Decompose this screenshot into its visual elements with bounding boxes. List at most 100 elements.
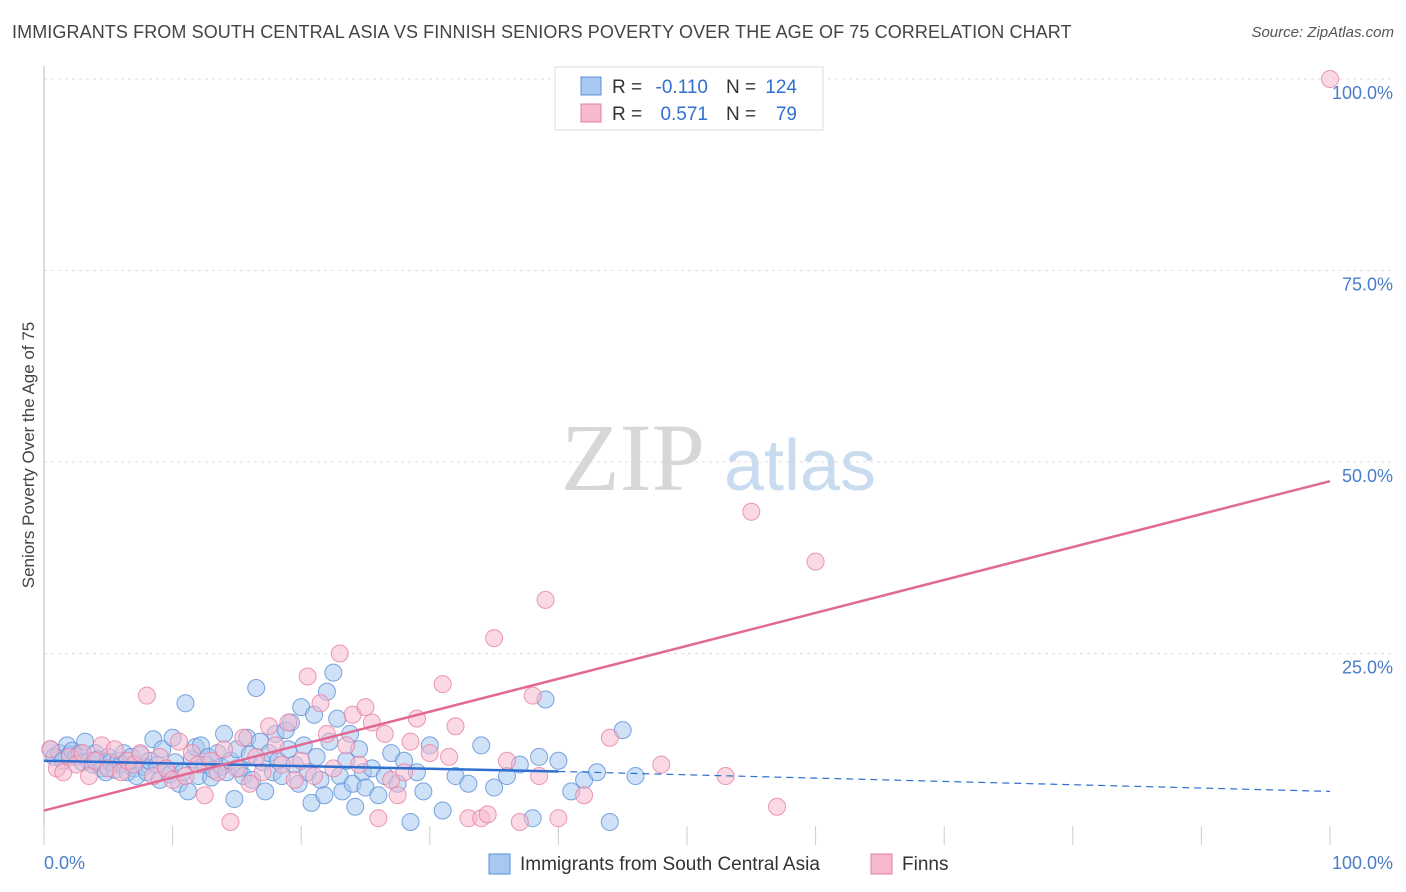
point-finns [401, 732, 420, 751]
correlation-legend: R = -0.110 N = 124 R = 0.571 N = 79 [554, 66, 824, 131]
point-finns [350, 755, 369, 774]
watermark: ZIP atlas [561, 404, 876, 511]
point-finns [41, 740, 60, 759]
y-tick-label: 50.0% [1342, 466, 1393, 486]
legend-blue-r-value: -0.110 [656, 77, 708, 98]
point-immigrants [176, 694, 195, 713]
legend-blue-n-value: 124 [765, 77, 797, 98]
point-finns [285, 770, 304, 789]
axis-layer [43, 66, 1331, 845]
point-finns [768, 797, 787, 816]
point-immigrants [315, 786, 334, 805]
point-finns [485, 629, 504, 648]
source-credit: Source: ZipAtlas.com [1251, 24, 1394, 41]
point-finns [80, 767, 99, 786]
point-finns [311, 694, 330, 713]
point-immigrants [247, 678, 266, 697]
legend-pink-marker [870, 853, 893, 875]
point-finns [279, 713, 298, 732]
point-immigrants [414, 782, 433, 801]
y-tick-label: 25.0% [1342, 658, 1393, 678]
point-finns [305, 767, 324, 786]
point-finns [369, 809, 388, 828]
label-layer: 25.0% 50.0% 75.0% 100.0% 0.0% 100.0% Seniors P… [19, 83, 1393, 873]
point-finns [446, 717, 465, 736]
point-finns [1321, 70, 1339, 88]
point-immigrants [328, 709, 347, 728]
point-finns [440, 747, 459, 766]
point-finns [549, 809, 568, 828]
legend-pink-r-value: 0.571 [660, 104, 708, 125]
point-immigrants [472, 736, 491, 755]
point-immigrants [179, 782, 198, 801]
point-immigrants [346, 797, 365, 816]
legend-pink-label: Finns [902, 854, 948, 875]
point-finns [806, 552, 825, 571]
x-tick-label-max: 100.0% [1332, 853, 1393, 873]
legend-pink-n-label: N = [726, 104, 756, 125]
trend-line-immigrants [43, 759, 559, 773]
point-immigrants [215, 724, 234, 743]
point-finns [105, 740, 124, 759]
y-tick-label: 100.0% [1332, 83, 1393, 103]
watermark-atlas: atlas [724, 426, 876, 506]
point-finns [510, 813, 529, 832]
point-finns [324, 759, 343, 778]
point-immigrants [324, 663, 343, 682]
legend-blue-swatch [580, 76, 602, 96]
point-finns [356, 698, 375, 717]
point-immigrants [626, 767, 645, 786]
point-immigrants [549, 751, 568, 770]
point-immigrants [307, 747, 326, 766]
trend-line-finns [43, 479, 1331, 812]
point-immigrants [600, 813, 619, 832]
point-finns [131, 744, 150, 763]
point-finns [497, 751, 516, 770]
legend-blue-marker [488, 853, 511, 875]
point-finns [523, 686, 542, 705]
point-immigrants [433, 801, 452, 820]
point-immigrants [485, 778, 504, 797]
point-finns [330, 644, 349, 663]
y-tick-label: 75.0% [1342, 275, 1393, 295]
point-finns [742, 502, 761, 521]
legend-blue-label: Immigrants from South Central Asia [520, 854, 820, 875]
chart-title: IMMIGRANTS FROM SOUTH CENTRAL ASIA VS FI… [12, 22, 1072, 42]
point-finns [298, 667, 317, 686]
legend-pink-swatch [580, 103, 602, 123]
point-finns [652, 755, 671, 774]
legend-pink-n-value: 79 [776, 104, 797, 125]
point-immigrants [225, 790, 244, 809]
point-finns [195, 786, 214, 805]
point-finns [388, 786, 407, 805]
point-finns [260, 717, 279, 736]
point-finns [478, 805, 497, 824]
point-finns [234, 728, 253, 747]
series-legend: Immigrants from South Central Asia Finns [488, 853, 948, 875]
point-finns [170, 732, 189, 751]
point-finns [575, 786, 594, 805]
x-tick-label-min: 0.0% [44, 853, 85, 873]
point-finns [221, 813, 240, 832]
legend-pink-r-label: R = [612, 104, 642, 125]
legend-blue-n-label: N = [726, 77, 756, 98]
point-finns [137, 686, 156, 705]
trend-layer [43, 479, 1331, 812]
point-immigrants [369, 786, 388, 805]
point-finns [215, 740, 234, 759]
point-finns [600, 728, 619, 747]
legend-blue-r-label: R = [612, 77, 642, 98]
watermark-zip: ZIP [561, 404, 705, 511]
trend-line-immigrants-extrapolated [558, 770, 1331, 792]
point-finns [536, 590, 555, 609]
point-finns [337, 736, 356, 755]
point-finns [420, 744, 439, 763]
point-immigrants [401, 813, 420, 832]
point-finns [433, 675, 452, 694]
point-finns [240, 774, 259, 793]
grid-layer [44, 78, 1395, 654]
point-finns [395, 763, 414, 782]
point-immigrants [530, 747, 549, 766]
point-immigrants [256, 782, 275, 801]
